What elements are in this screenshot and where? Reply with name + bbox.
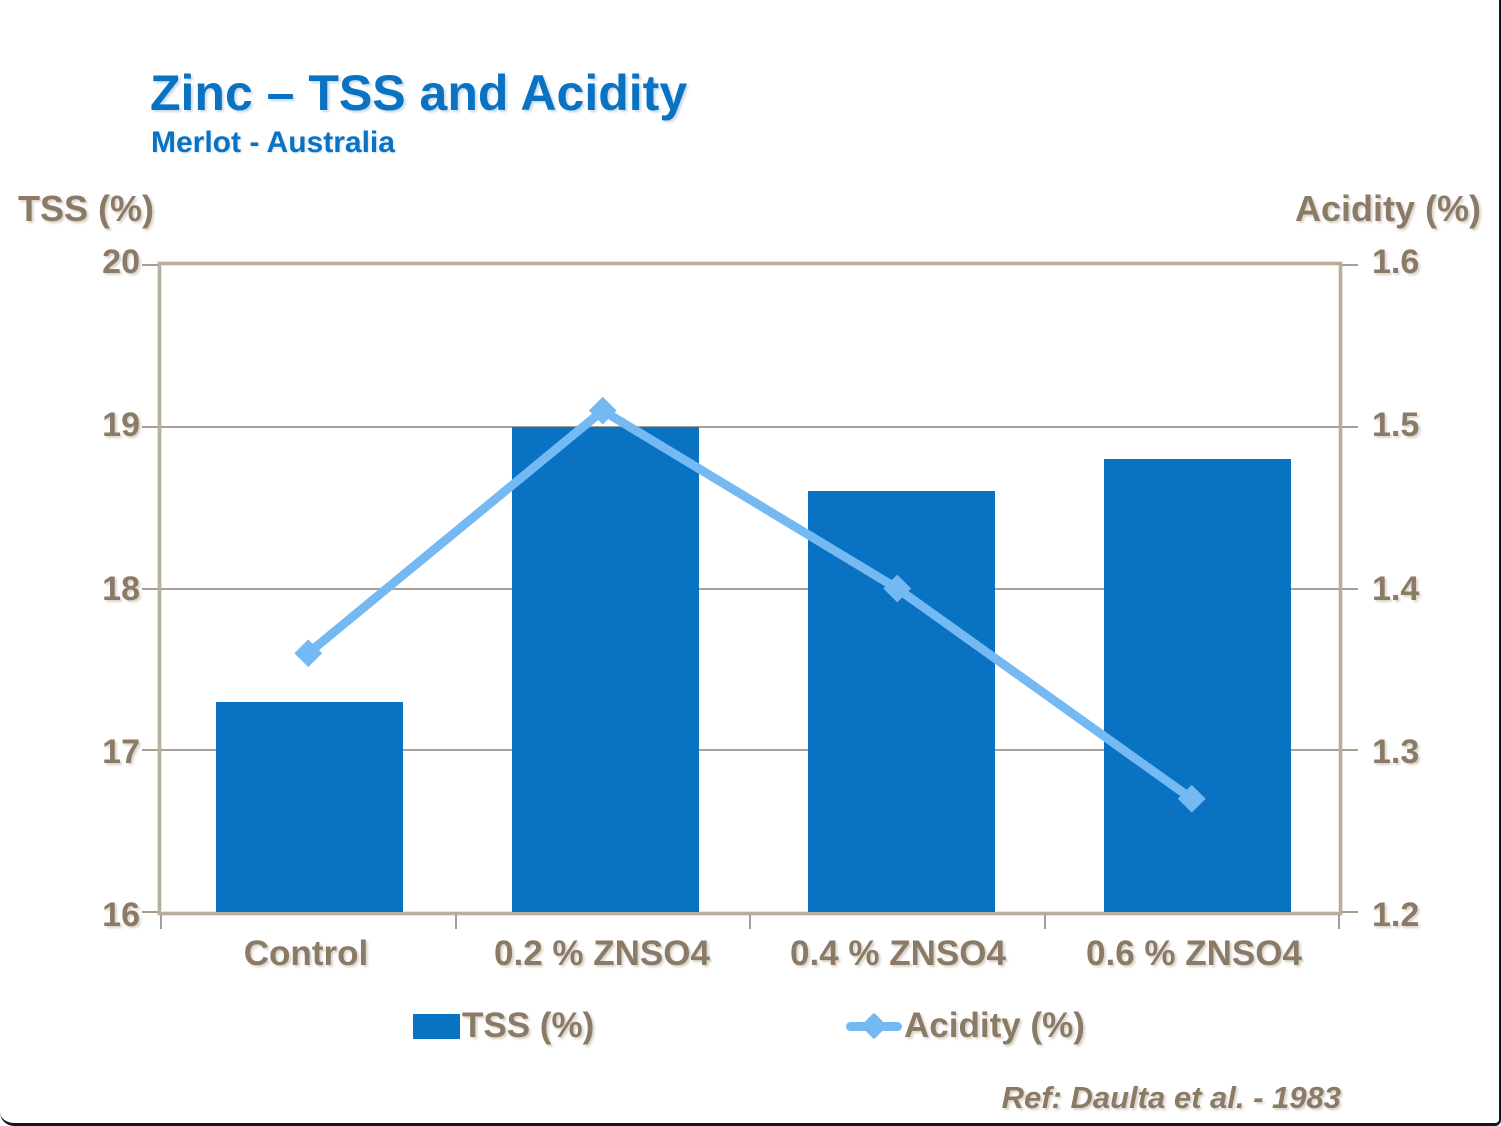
chart-title: Zinc – TSS and Acidity bbox=[150, 65, 688, 121]
legend-item-tss: TSS (%) bbox=[413, 1004, 594, 1048]
left-axis-tick: 18 bbox=[102, 569, 140, 608]
bar-tss bbox=[511, 426, 699, 912]
gridline bbox=[161, 587, 1339, 590]
tss-legend-label: TSS (%) bbox=[462, 1006, 595, 1045]
right-axis-tick-mark bbox=[1342, 911, 1358, 913]
right-axis-tick-mark bbox=[1342, 587, 1358, 590]
right-axis-tick-mark bbox=[1342, 264, 1358, 266]
reference-text: Ref: Daulta et al. - 1983 bbox=[1001, 1080, 1341, 1115]
left-axis-tick-mark bbox=[142, 587, 158, 590]
x-axis-category-label: 0.4 % ZNSO4 bbox=[790, 934, 1006, 973]
gridline bbox=[161, 749, 1339, 752]
left-axis-tick-labels: 20 19 18 17 16 bbox=[0, 245, 140, 932]
x-axis-category-label: 0.6 % ZNSO4 bbox=[1086, 934, 1302, 973]
acidity-marker bbox=[883, 574, 912, 603]
x-axis-tick-mark bbox=[1338, 915, 1340, 929]
gridline bbox=[161, 425, 1339, 428]
left-axis-tick-mark bbox=[142, 911, 158, 913]
x-axis-tick-mark bbox=[749, 915, 751, 929]
bar-tss bbox=[215, 701, 403, 912]
right-axis-title: Acidity (%) bbox=[1294, 188, 1481, 229]
right-axis-tick: 1.4 bbox=[1372, 569, 1420, 608]
right-axis-tick-mark bbox=[1342, 425, 1358, 428]
bar-tss bbox=[1103, 459, 1291, 912]
left-axis-tick-mark bbox=[142, 264, 158, 266]
acidity-line-layer bbox=[294, 396, 1206, 813]
left-axis-tick: 17 bbox=[102, 732, 140, 771]
plot-area bbox=[142, 262, 1358, 929]
left-axis-tick: 20 bbox=[102, 243, 140, 281]
x-axis-tick-mark bbox=[160, 915, 162, 929]
right-axis-tick: 1.2 bbox=[1372, 896, 1420, 934]
acidity-legend-swatch bbox=[846, 1012, 902, 1040]
left-axis-tick: 19 bbox=[102, 406, 140, 445]
x-axis-category-label: 0.2 % ZNSO4 bbox=[494, 934, 710, 973]
x-axis-category-label: Control bbox=[243, 934, 369, 973]
tss-legend-swatch bbox=[413, 1013, 460, 1039]
chart-subtitle: Merlot - Australia bbox=[151, 126, 395, 159]
acidity-legend-label: Acidity (%) bbox=[904, 1006, 1085, 1045]
left-axis-tick-mark bbox=[142, 749, 158, 752]
x-axis-tick-mark bbox=[1043, 915, 1046, 929]
diamond-marker-icon bbox=[860, 1012, 888, 1040]
acidity-line bbox=[305, 405, 1195, 803]
x-axis-labels: Control 0.2 % ZNSO4 0.4 % ZNSO4 0.6 % ZNSO4 bbox=[158, 934, 1342, 978]
right-axis-tick: 1.6 bbox=[1372, 243, 1420, 281]
right-axis-tick-mark bbox=[1342, 749, 1358, 752]
right-axis-tick: 1.5 bbox=[1372, 406, 1420, 445]
x-axis-tick-mark bbox=[454, 915, 457, 929]
right-axis-tick-labels: 1.6 1.5 1.4 1.3 1.2 bbox=[1372, 245, 1492, 932]
legend-item-acidity: Acidity (%) bbox=[846, 1004, 1085, 1048]
bar-tss bbox=[807, 491, 995, 912]
left-axis-title: TSS (%) bbox=[18, 188, 155, 229]
left-axis-tick-mark bbox=[142, 425, 158, 428]
left-axis-tick: 16 bbox=[102, 896, 140, 934]
right-axis-tick: 1.3 bbox=[1372, 732, 1420, 771]
